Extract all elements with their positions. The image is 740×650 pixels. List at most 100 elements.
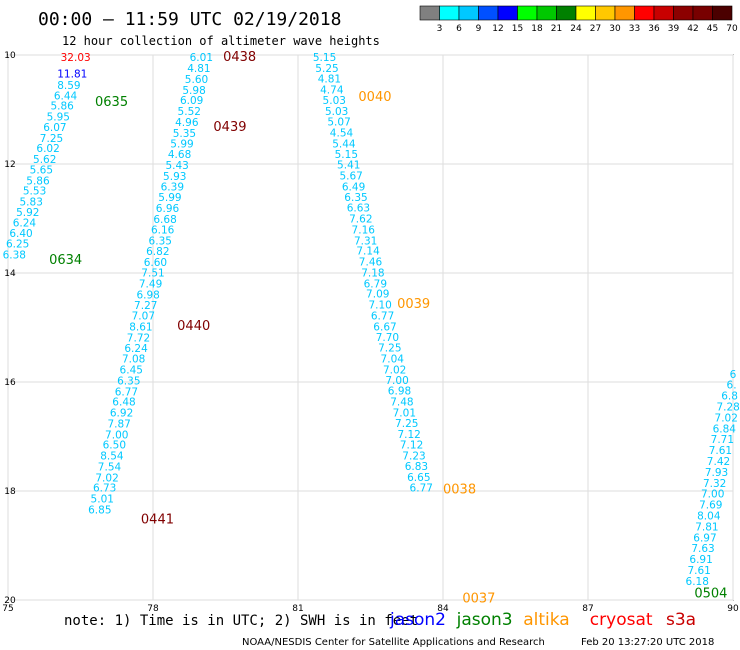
wave-height-label: 6.65 [407, 472, 430, 484]
wave-height-label: 7.28 [716, 402, 739, 414]
wave-height-label: 6.79 [364, 278, 387, 290]
wave-height-label: 7.54 [98, 461, 122, 473]
wave-height-label: 7.00 [385, 375, 408, 387]
pass-time-label: 0504 [694, 586, 727, 601]
wave-height-label: 6.84 [713, 423, 737, 435]
wave-height-label: 8.04 [697, 511, 721, 523]
wave-height-label: 5.15 [335, 149, 358, 161]
satellite-name: s3a [666, 610, 696, 630]
color-scale-label: 45 [707, 24, 718, 34]
y-tick-label: 16 [4, 378, 16, 388]
data-marks: 0635 0634 0504 0438 0439 0440 0441 0040 0039 0038… [3, 50, 740, 606]
wave-height-label: 4.74 [320, 84, 344, 96]
wave-height-label: 5.65 [30, 164, 53, 176]
wave-height-label: 5.07 [327, 116, 350, 128]
wave-height-label: 6.16 [151, 224, 175, 236]
wave-height-label: 6.77 [371, 311, 394, 323]
wave-height-label: 6.18 [686, 576, 709, 588]
series-pass-0037-0040: 5.155.254.814.745.035.035.074.545.445.15… [313, 52, 433, 495]
color-scale-swatch [575, 5, 596, 21]
wave-height-label: 7.49 [139, 278, 162, 290]
satellite-name: jason3 [456, 610, 513, 630]
wave-height-label: 7.71 [711, 434, 734, 446]
wave-height-label: 7.25 [40, 133, 63, 145]
color-scale-label: 42 [687, 24, 698, 34]
x-tick-label: 75 [2, 604, 13, 614]
wave-height-label: 6.25 [6, 239, 29, 251]
wave-height-label: 6.83 [405, 461, 428, 473]
wave-height-label: 7.61 [709, 445, 732, 457]
pass-time-label: 0439 [213, 120, 246, 135]
y-tick-label: 12 [4, 160, 15, 170]
color-scale-label: 70 [726, 24, 738, 34]
wave-height-label: 6.8 [721, 391, 738, 403]
wave-height-label: 6.91 [689, 554, 712, 566]
chart-subtitle: 12 hour collection of altimeter wave hei… [62, 34, 380, 48]
wave-height-label: 6.35 [344, 192, 367, 204]
wave-height-label: 5.60 [185, 74, 208, 86]
series-pass-0504: 66.6.87.287.026.847.717.617.427.937.327.… [686, 369, 740, 588]
color-scale-label: 6 [456, 24, 462, 34]
wave-height-label: 6.49 [342, 181, 365, 193]
wave-height-label: 7.10 [368, 300, 391, 312]
wave-height-label: 6.77 [115, 386, 138, 398]
wave-height-label: 6.40 [9, 228, 32, 240]
x-tick-label: 81 [292, 604, 303, 614]
footer-credit: NOAA/NESDIS Center for Satellite Applica… [242, 637, 545, 648]
wave-height-label: 5.03 [323, 95, 346, 107]
wave-height-label: 6.98 [388, 386, 411, 398]
wave-height-label: 7.48 [390, 397, 413, 409]
color-scale-swatch [556, 5, 577, 21]
pass-time-label: 0438 [223, 50, 256, 65]
wave-height-label: 6.77 [410, 483, 433, 495]
wave-height-label: 5.35 [173, 128, 196, 140]
wave-height-label: 6.24 [13, 217, 37, 229]
color-scale-label: 36 [648, 24, 660, 34]
wave-height-label: 6.97 [693, 532, 716, 544]
pass-time-label: 0038 [443, 482, 476, 497]
series-pass-0438-0441: 6.014.815.605.986.095.524.965.355.994.68… [88, 52, 213, 516]
wave-height-label: 5.25 [315, 63, 338, 75]
wave-height-label: 6.73 [93, 483, 116, 495]
x-tick-label: 90 [727, 604, 739, 614]
color-scale-swatch [478, 5, 499, 21]
plot-area: 75 78 81 84 87 90 10 12 14 16 18 20 0635 0634 0504 043… [2, 50, 740, 614]
color-scale-swatch [653, 5, 674, 21]
wave-height-label: 7.72 [127, 332, 150, 344]
wave-height-label: 6.02 [36, 143, 59, 155]
wave-height-label: 5.99 [170, 138, 193, 150]
wave-height-label: 5.53 [23, 186, 46, 198]
wave-height-label: 7.09 [366, 289, 389, 301]
wave-height-label: 6.98 [136, 289, 159, 301]
wave-height-label: 8.61 [129, 321, 152, 333]
wave-height-label: 6.96 [156, 203, 180, 215]
wave-height-label: 7.81 [695, 521, 718, 533]
wave-height-label: 6.44 [54, 90, 78, 102]
color-scale-swatch [634, 5, 655, 21]
wave-height-label: 7.18 [361, 267, 384, 279]
wave-height-label: 7.51 [141, 267, 164, 279]
y-tick-label: 10 [4, 51, 16, 61]
pass-time-label: 0634 [49, 253, 82, 268]
color-scale-swatch [614, 5, 635, 21]
y-tick-label: 20 [4, 596, 16, 606]
color-scale-label: 9 [476, 24, 482, 34]
wave-height-label: 6.68 [153, 214, 176, 226]
wave-height-label: 7.69 [699, 500, 722, 512]
wave-height-label: 7.01 [393, 408, 416, 420]
wave-height-label: 4.54 [330, 127, 354, 139]
color-scale-label: 39 [668, 24, 680, 34]
wave-height-label: 5.93 [163, 171, 186, 183]
x-tick-label: 84 [437, 604, 449, 614]
wave-height-label: 7.93 [705, 467, 728, 479]
wave-height-label: 6.39 [161, 181, 184, 193]
color-scale-label: 33 [629, 24, 640, 34]
color-scale-swatch [692, 5, 713, 21]
y-tick-label: 18 [4, 487, 16, 497]
color-scale-label: 27 [590, 24, 601, 34]
x-tick-label: 78 [147, 604, 159, 614]
footer-note: note: 1) Time is in UTC; 2) SWH is in fe… [64, 613, 418, 629]
wave-height-label: 7.23 [402, 451, 425, 463]
wave-height-label: 5.86 [26, 175, 50, 187]
wave-height-label: 5.98 [182, 85, 205, 97]
